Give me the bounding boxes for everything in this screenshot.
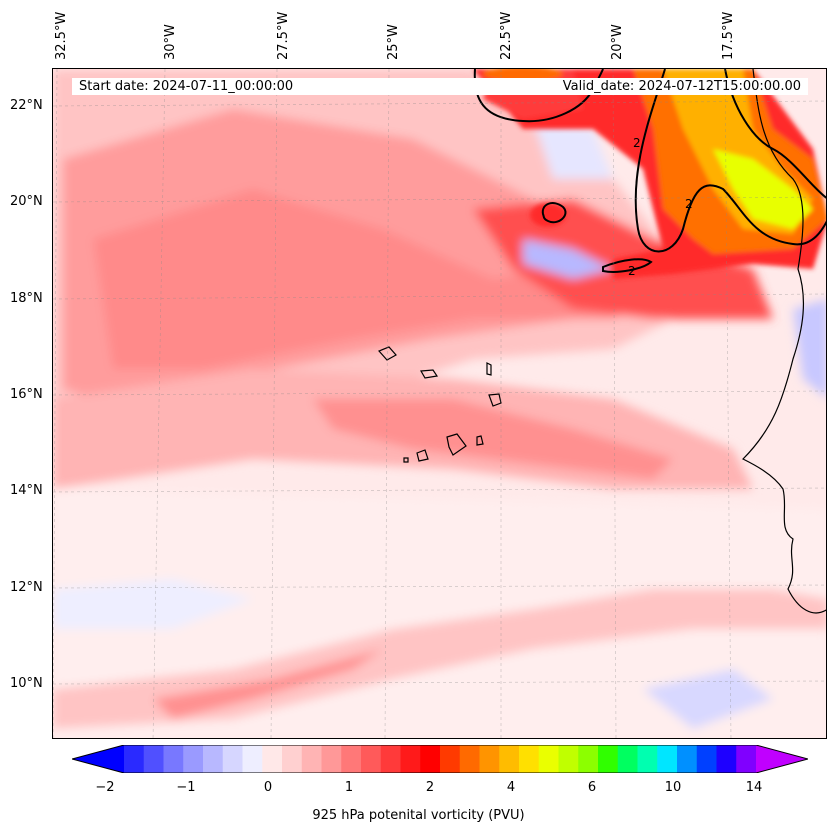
colorbar-segment: [519, 745, 540, 773]
lat-label-16n: 16°N: [10, 387, 43, 402]
colorbar-segment: [183, 745, 204, 773]
colorbar-segment: [163, 745, 184, 773]
lat-label-10n: 10°N: [10, 676, 43, 691]
date-info-bar: Start date: 2024-07-11_00:00:00 Valid_da…: [72, 78, 808, 95]
lat-label-20n: 20°N: [10, 194, 43, 209]
colorbar-segment: [301, 745, 322, 773]
colorbar-segment: [657, 745, 678, 773]
cb-tick-0: 0: [263, 780, 273, 795]
contour-label-2-b: 2: [685, 197, 693, 211]
pv-2-contours: [473, 69, 826, 273]
colorbar-segment: [677, 745, 698, 773]
cb-tick-2: 2: [425, 780, 435, 795]
cape-verde-islands: [377, 346, 502, 463]
lat-label-18n: 18°N: [10, 291, 43, 306]
colorbar-segment: [420, 745, 441, 773]
cb-tick-minus2: −2: [95, 780, 115, 795]
colorbar-segment: [361, 745, 382, 773]
gridlines: [53, 69, 826, 738]
colorbar-segment: [479, 745, 500, 773]
map-panel: 2 2 2: [52, 68, 827, 739]
colorbar-segment: [459, 745, 480, 773]
colorbar-segment: [558, 745, 579, 773]
colorbar-extend-max: [756, 745, 808, 773]
colorbar-segment: [282, 745, 303, 773]
lon-label-32-5w: 32.5°W: [54, 11, 69, 60]
colorbar-segment: [242, 745, 263, 773]
start-date-text: Start date: 2024-07-11_00:00:00: [79, 79, 294, 94]
pv-shading: [53, 69, 826, 738]
colorbar-segment: [736, 745, 757, 773]
lon-label-30w: 30°W: [163, 24, 178, 60]
cb-tick-6: 6: [587, 780, 597, 795]
colorbar-segment: [380, 745, 401, 773]
lon-label-27-5w: 27.5°W: [276, 11, 291, 60]
pv-field: 2 2 2: [53, 69, 826, 738]
lon-label-17-5w: 17.5°W: [721, 11, 736, 60]
colorbar-segment: [696, 745, 717, 773]
cb-tick-minus1: −1: [176, 780, 196, 795]
cb-tick-1: 1: [344, 780, 354, 795]
colorbar-segment: [203, 745, 224, 773]
lat-label-14n: 14°N: [10, 483, 43, 498]
colorbar-segment: [400, 745, 421, 773]
contour-label-2-a: 2: [633, 136, 641, 150]
colorbar-segment: [143, 745, 164, 773]
colorbar-segment: [716, 745, 737, 773]
cb-tick-14: 14: [745, 780, 763, 795]
colorbar-segment: [617, 745, 638, 773]
colorbar-segment: [637, 745, 658, 773]
colorbar-segment: [440, 745, 461, 773]
colorbar-segment: [578, 745, 599, 773]
lon-label-22-5w: 22.5°W: [499, 11, 514, 60]
cb-tick-4: 4: [506, 780, 516, 795]
colorbar-segment: [262, 745, 283, 773]
colorbar-title: 925 hPa potenital vorticity (PVU): [312, 808, 525, 823]
colorbar-segment: [538, 745, 559, 773]
contour-label-2-c: 2: [628, 264, 636, 278]
lon-label-25w: 25°W: [386, 24, 401, 60]
lon-label-20w: 20°W: [610, 24, 625, 60]
colorbar-segment: [499, 745, 520, 773]
coastline-africa: [741, 69, 826, 614]
colorbar-segment: [321, 745, 342, 773]
colorbar-segment: [124, 745, 145, 773]
colorbar-segment: [341, 745, 362, 773]
colorbar-segment: [222, 745, 243, 773]
lat-label-22n: 22°N: [10, 98, 43, 113]
colorbar: [72, 745, 808, 773]
colorbar-segment: [598, 745, 619, 773]
colorbar-extend-min: [72, 745, 124, 773]
valid-date-text: Valid_date: 2024-07-12T15:00:00.00: [562, 79, 801, 94]
cb-tick-10: 10: [664, 780, 682, 795]
lat-label-12n: 12°N: [10, 580, 43, 595]
